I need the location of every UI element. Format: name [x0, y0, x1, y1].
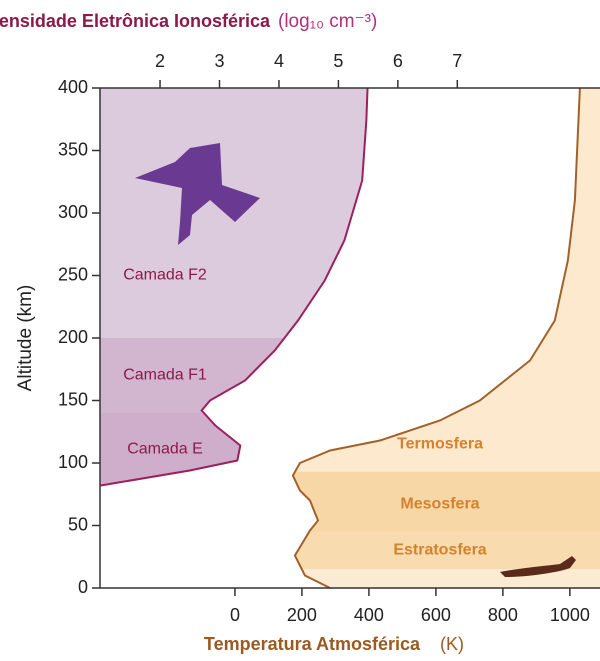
ionosphere-layer-label: Camada E: [127, 440, 203, 457]
chart: Densidade Eletrônica Ionosférica (log₁₀ …: [0, 0, 600, 661]
x2-tick-label: 3: [214, 51, 224, 71]
y-tick-label: 150: [58, 389, 88, 409]
y-tick-label: 300: [58, 202, 88, 222]
x2-tick-label: 7: [452, 51, 462, 71]
atmosphere-layer-label: Mesosfera: [400, 495, 479, 512]
y-tick-label: 400: [58, 77, 88, 97]
bottom-axis-unit: (K): [440, 634, 464, 654]
atmosphere-layer-label: Estratosfera: [393, 542, 486, 559]
bottom-axis-title: Temperatura Atmosférica: [204, 634, 421, 654]
y-tick-label: 0: [78, 577, 88, 597]
y-tick-label: 200: [58, 327, 88, 347]
atmosphere-band: [100, 472, 600, 532]
x-tick-label: 1000: [550, 605, 590, 625]
x-tick-label: 800: [488, 605, 518, 625]
x2-tick-label: 2: [155, 51, 165, 71]
atmosphere-layer-label: Termosfera: [397, 435, 483, 452]
top-axis-unit: (log₁₀ cm⁻³): [278, 11, 377, 32]
x-tick-label: 400: [354, 605, 384, 625]
y-tick-label: 50: [68, 514, 88, 534]
x2-tick-label: 4: [274, 51, 284, 71]
atmosphere-band: [100, 532, 600, 570]
x-tick-label: 0: [230, 605, 240, 625]
y-tick-label: 100: [58, 452, 88, 472]
x2-tick-label: 5: [333, 51, 343, 71]
ionosphere-layer-label: Camada F2: [123, 267, 207, 284]
x-tick-label: 200: [287, 605, 317, 625]
y-axis-title: Altitude (km): [15, 285, 36, 392]
ionosphere-band: [100, 88, 600, 338]
y-tick-label: 350: [58, 139, 88, 159]
top-axis-title: Densidade Eletrônica Ionosférica: [0, 11, 271, 31]
ionosphere-layer-label: Camada F1: [123, 367, 207, 384]
x-tick-label: 600: [421, 605, 451, 625]
y-tick-label: 250: [58, 264, 88, 284]
x2-tick-label: 6: [393, 51, 403, 71]
